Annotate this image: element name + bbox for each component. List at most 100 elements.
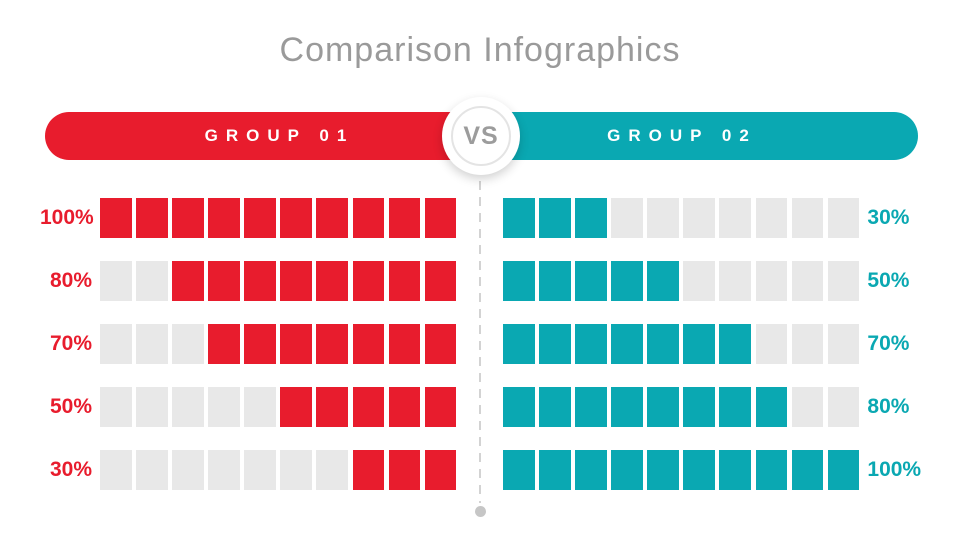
empty-square [683,198,716,238]
percent-row: 70% [503,324,921,364]
filled-square [755,387,788,427]
percent-label: 70% [49,332,92,355]
empty-square [827,324,860,364]
empty-square [683,261,716,301]
filled-square [611,450,643,490]
group-01-label: GROUP 01 [204,126,355,145]
percent-row: 80% [503,387,921,427]
filled-square [100,198,132,238]
filled-square [244,324,276,364]
empty-square [647,198,679,238]
filled-square [575,261,607,301]
filled-square [172,198,204,238]
center-divider-dashed-line [479,181,481,503]
group-02-label: GROUP 02 [607,126,757,145]
filled-square [647,387,679,427]
square-track [100,198,457,238]
square-track [503,450,860,490]
empty-square [100,387,132,427]
empty-square [755,261,788,301]
filled-square [611,261,643,301]
filled-square [575,387,607,427]
percent-row: 100% [503,450,921,490]
filled-square [280,198,313,238]
filled-square [244,261,276,301]
percent-label: 50% [49,395,92,418]
empty-square [755,198,788,238]
percent-row: 30% [40,450,457,490]
percent-row: 80% [40,261,457,301]
percent-label: 70% [867,332,910,355]
empty-square [100,261,132,301]
percent-row: 30% [503,198,921,238]
empty-square [719,198,752,238]
group-01-rows: 100% 80% 70% 50% 30% [40,198,457,490]
square-track [503,198,860,238]
empty-square [791,198,824,238]
empty-square [611,198,643,238]
filled-square [424,450,457,490]
empty-square [244,450,276,490]
filled-square [280,261,313,301]
filled-square [388,450,421,490]
empty-square [827,198,860,238]
page-title: Comparison Infographics [279,31,681,69]
empty-square [791,387,824,427]
filled-square [539,450,571,490]
filled-square [316,324,349,364]
filled-square [136,198,168,238]
empty-square [827,261,860,301]
filled-square [424,324,457,364]
percent-label: 80% [49,269,92,292]
filled-square [352,450,385,490]
percent-label: 100% [40,206,94,229]
filled-square [352,387,385,427]
empty-square [755,324,788,364]
filled-square [388,387,421,427]
filled-square [827,450,860,490]
empty-square [172,450,204,490]
filled-square [539,387,571,427]
filled-square [539,324,571,364]
empty-square [244,387,276,427]
percent-label: 80% [867,395,910,418]
empty-square [136,324,168,364]
empty-square [136,261,168,301]
filled-square [575,450,607,490]
filled-square [539,198,571,238]
empty-square [100,324,132,364]
filled-square [647,450,679,490]
square-track [100,450,457,490]
filled-square [352,324,385,364]
empty-square [719,261,752,301]
vs-label: VS [463,121,499,150]
filled-square [647,261,679,301]
percent-label: 100% [867,458,922,481]
filled-square [424,387,457,427]
empty-square [827,387,860,427]
filled-square [683,450,716,490]
vs-badge: VS [442,97,520,175]
percent-label: 50% [867,269,910,292]
filled-square [611,387,643,427]
filled-square [352,261,385,301]
filled-square [316,198,349,238]
empty-square [136,450,168,490]
empty-square [280,450,313,490]
filled-square [719,324,752,364]
empty-square [208,450,240,490]
filled-square [755,450,788,490]
vs-badge-ring: VS [451,106,511,166]
filled-square [172,261,204,301]
empty-square [136,387,168,427]
empty-square [791,261,824,301]
filled-square [503,324,535,364]
filled-square [208,324,240,364]
filled-square [424,261,457,301]
filled-square [424,198,457,238]
filled-square [611,324,643,364]
square-track [503,324,860,364]
filled-square [388,324,421,364]
filled-square [244,198,276,238]
